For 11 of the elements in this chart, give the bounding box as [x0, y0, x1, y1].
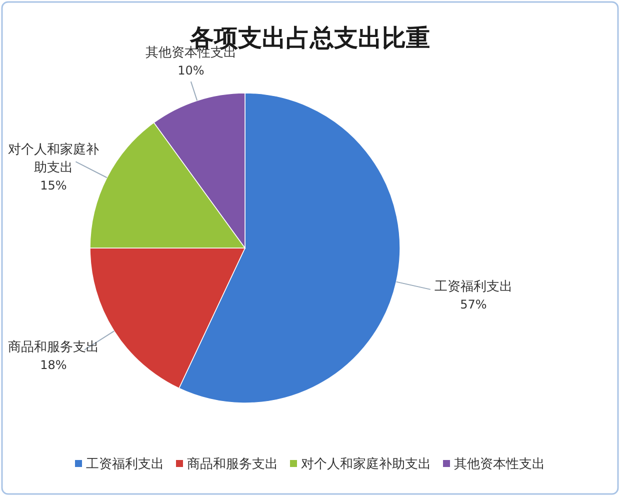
data-label: 57%	[460, 297, 487, 312]
slice-label: 商品和服务支出	[8, 340, 99, 355]
data-label: 15%	[40, 178, 67, 193]
data-label: 10%	[178, 64, 204, 78]
legend-label: 其他资本性支出	[454, 457, 545, 472]
legend-label: 工资福利支出	[86, 457, 164, 472]
legend-label: 商品和服务支出	[187, 457, 278, 472]
legend-label: 对个人和家庭补助支出	[301, 456, 431, 472]
data-label: 18%	[40, 358, 67, 372]
slice-label: 工资福利支出	[434, 279, 512, 294]
slice-label: 对个人和家庭补助支出	[8, 142, 99, 176]
